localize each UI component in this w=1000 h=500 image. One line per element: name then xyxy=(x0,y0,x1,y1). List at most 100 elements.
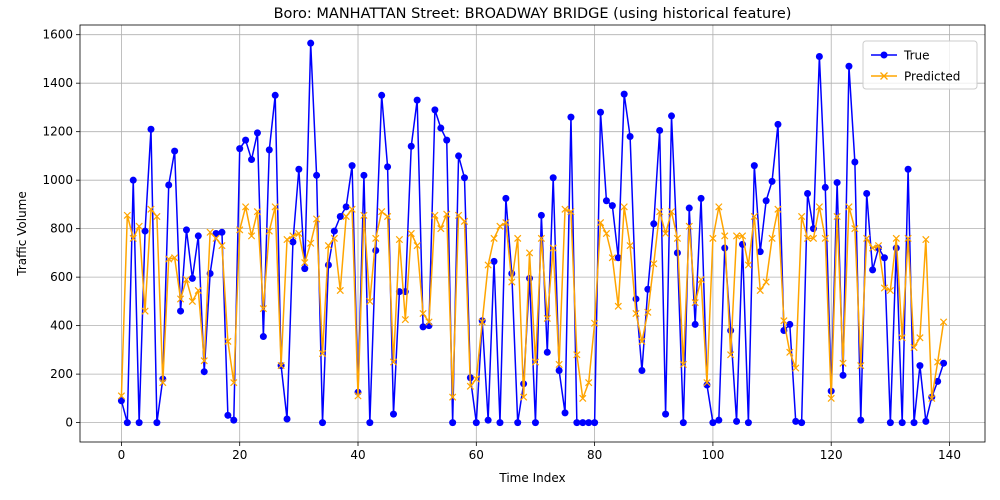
predicted-point xyxy=(691,298,699,307)
true-point xyxy=(863,189,871,197)
true-point xyxy=(117,397,125,405)
legend-true-marker xyxy=(880,51,888,59)
predicted-point xyxy=(520,393,528,401)
true-point xyxy=(656,126,664,134)
predicted-point xyxy=(117,392,126,400)
true-point xyxy=(265,146,273,154)
predicted-point xyxy=(916,334,924,342)
legend-predicted-marker xyxy=(880,72,888,80)
y-axis-label: Traffic Volume xyxy=(15,191,29,277)
true-point xyxy=(182,226,190,234)
true-point xyxy=(579,419,587,427)
true-point xyxy=(336,213,344,221)
predicted-point xyxy=(750,212,758,221)
predicted-point xyxy=(342,212,350,221)
predicted-point xyxy=(632,309,640,318)
predicted-point xyxy=(579,394,587,402)
predicted-point xyxy=(401,315,409,324)
true-point xyxy=(685,204,693,212)
true-point xyxy=(449,419,457,427)
true-point xyxy=(313,171,321,179)
true-point xyxy=(549,174,557,182)
legend-true-label: True xyxy=(903,49,930,63)
true-point xyxy=(407,142,415,150)
predicted-point xyxy=(904,234,912,242)
predicted-point xyxy=(673,234,682,242)
predicted-point xyxy=(372,234,380,242)
predicted-point xyxy=(620,203,628,211)
true-point xyxy=(141,227,149,235)
predicted-point xyxy=(312,215,321,223)
true-point xyxy=(869,266,877,274)
predicted-point xyxy=(460,217,469,226)
true-point xyxy=(561,409,569,417)
true-point xyxy=(230,416,238,424)
true-point xyxy=(703,381,711,389)
true-point xyxy=(224,411,232,419)
predicted-point xyxy=(253,208,262,216)
predicted-point xyxy=(644,308,652,316)
predicted-point xyxy=(543,314,551,322)
predicted-point xyxy=(472,375,480,383)
x-tick-label: 140 xyxy=(938,448,961,462)
true-point xyxy=(815,53,823,61)
true-point xyxy=(248,156,256,164)
predicted-point xyxy=(833,212,841,221)
predicted-point xyxy=(230,378,238,387)
predicted-point xyxy=(425,318,433,326)
legend-box xyxy=(862,40,978,90)
predicted-point xyxy=(431,211,439,219)
predicted-point xyxy=(602,229,611,238)
true-point xyxy=(886,419,894,427)
predicted-point xyxy=(407,229,415,238)
y-tick-label: 200 xyxy=(50,367,73,381)
predicted-point xyxy=(679,360,687,369)
true-point xyxy=(289,238,297,246)
y-tick-label: 0 xyxy=(65,416,73,430)
x-tick-label: 60 xyxy=(469,448,484,462)
true-point xyxy=(413,96,421,104)
predicted-point xyxy=(650,260,658,268)
true-point xyxy=(697,194,705,202)
predicted-point xyxy=(803,234,812,242)
predicted-point xyxy=(389,358,398,366)
true-point xyxy=(679,419,687,427)
true-point xyxy=(644,285,652,293)
predicted-point xyxy=(590,319,599,327)
true-point xyxy=(916,362,924,370)
predicted-point xyxy=(490,234,498,242)
predicted-point xyxy=(863,234,871,242)
true-point xyxy=(372,246,380,254)
true-point xyxy=(348,162,356,170)
true-point xyxy=(301,265,309,273)
predicted-point xyxy=(656,208,664,216)
predicted-series xyxy=(117,203,948,402)
predicted-point xyxy=(360,211,368,219)
predicted-point xyxy=(845,203,853,211)
predicted-point xyxy=(378,208,386,216)
predicted-point xyxy=(898,334,906,342)
true-point xyxy=(709,419,717,427)
predicted-point xyxy=(236,226,244,234)
predicted-point xyxy=(247,232,256,240)
true-point xyxy=(768,177,776,185)
predicted-point xyxy=(531,358,540,366)
true-point xyxy=(733,417,741,425)
predicted-point xyxy=(200,357,208,365)
plot-area xyxy=(80,25,985,442)
true-point xyxy=(171,147,179,155)
true-point xyxy=(531,419,539,427)
predicted-point xyxy=(549,244,557,252)
predicted-point xyxy=(466,382,475,390)
predicted-point xyxy=(123,211,131,219)
predicted-point xyxy=(638,337,646,346)
true-point xyxy=(851,158,859,166)
predicted-point xyxy=(525,249,534,257)
true-point xyxy=(283,415,291,423)
true-point xyxy=(845,62,853,70)
predicted-point xyxy=(318,349,327,358)
predicted-point xyxy=(934,358,942,366)
predicted-point xyxy=(484,261,492,269)
y-tick-label: 1200 xyxy=(42,125,73,139)
y-tick-label: 400 xyxy=(50,319,73,333)
